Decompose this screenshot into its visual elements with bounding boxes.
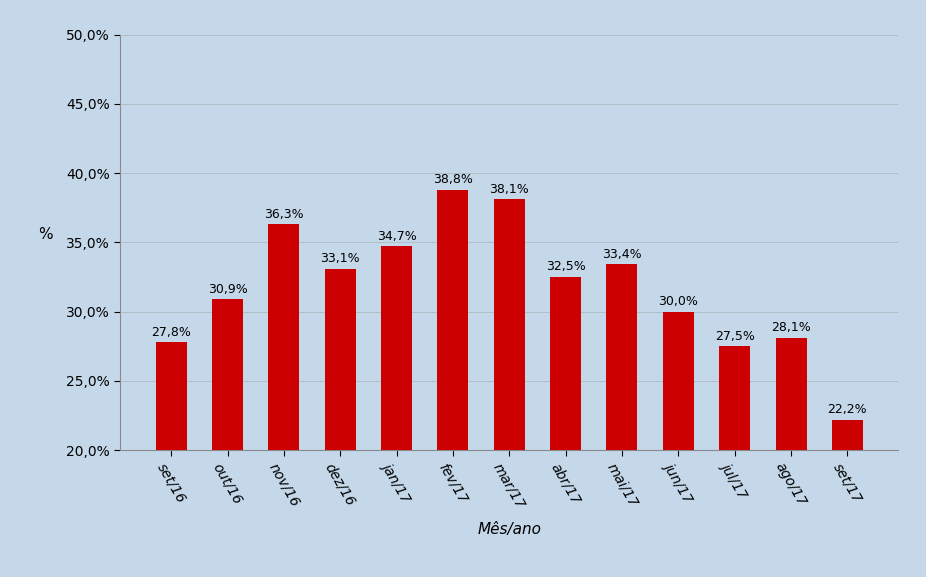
Text: 32,5%: 32,5% (545, 260, 585, 273)
Bar (494, 200, 525, 450)
Text: 38,8%: 38,8% (433, 173, 473, 186)
Bar (607, 264, 637, 450)
Y-axis label: %: % (38, 227, 53, 242)
Bar (269, 224, 299, 450)
Text: 27,8%: 27,8% (151, 325, 191, 339)
Text: 33,4%: 33,4% (602, 248, 642, 261)
Bar (720, 346, 750, 450)
Bar (776, 338, 807, 450)
Text: 38,1%: 38,1% (490, 183, 529, 196)
Text: 22,2%: 22,2% (828, 403, 867, 416)
Text: 34,7%: 34,7% (377, 230, 417, 243)
Bar (663, 312, 694, 450)
Text: 30,9%: 30,9% (207, 283, 247, 295)
Bar (212, 299, 243, 450)
Text: 30,0%: 30,0% (658, 295, 698, 308)
Text: 28,1%: 28,1% (771, 321, 811, 335)
Text: 36,3%: 36,3% (264, 208, 304, 221)
Bar (437, 190, 469, 450)
Bar (325, 269, 356, 450)
Bar (550, 277, 582, 450)
Bar (156, 342, 187, 450)
Bar (382, 246, 412, 450)
Text: 27,5%: 27,5% (715, 329, 755, 343)
Bar (832, 419, 863, 450)
Text: 33,1%: 33,1% (320, 252, 360, 265)
X-axis label: Mês/ano: Mês/ano (477, 522, 542, 537)
